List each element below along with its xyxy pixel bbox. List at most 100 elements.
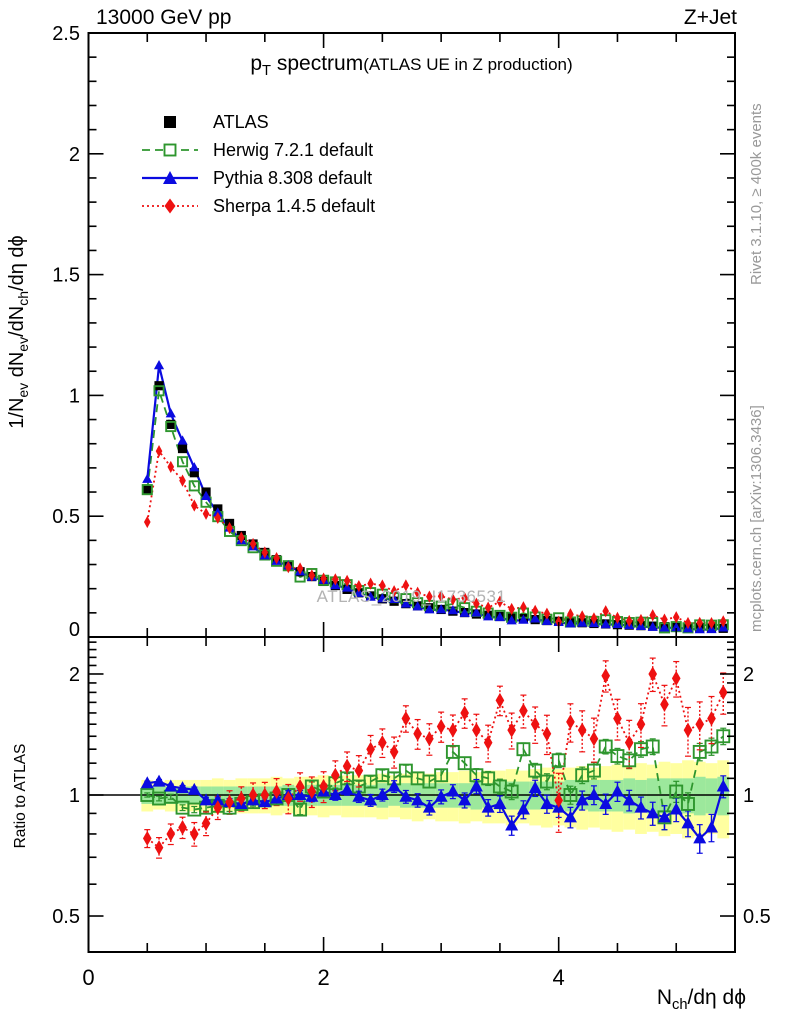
- ratio-marker-pythia: [352, 789, 366, 802]
- legend-label-pythia: Pythia 8.308 default: [213, 167, 373, 188]
- main-y-tick-label: 2: [69, 144, 80, 166]
- ratio-marker-sherpa: [307, 784, 317, 800]
- ratio-marker-sherpa: [378, 735, 387, 751]
- ratio-marker-pythia: [140, 776, 154, 789]
- main-marker-pythia: [659, 622, 670, 632]
- ratio-marker-pythia: [164, 779, 178, 792]
- ratio-marker-herwig: [669, 784, 684, 799]
- legend-marker-herwig-icon: [142, 143, 198, 157]
- ratio-marker-pythia: [634, 800, 648, 813]
- ratio-y-tick-label-right: 1: [743, 785, 754, 807]
- main-marker-sherpa: [214, 511, 222, 525]
- main-marker-pythia: [483, 611, 494, 621]
- frames-and-ticks: 0 0.5 1 1.5 2 2.5 0.5 0.5 1 1 2 2 0 2 4: [52, 23, 771, 990]
- main-marker-sherpa: [285, 561, 292, 574]
- x-tick-label: 4: [553, 965, 565, 990]
- main-marker-pythia: [494, 611, 506, 622]
- main-marker-pythia: [377, 593, 388, 603]
- ratio-marker-pythia: [364, 793, 378, 806]
- ratio-marker-herwig: [434, 768, 449, 783]
- ratio-marker-pythia: [505, 818, 519, 831]
- ratio-marker-pythia: [516, 802, 530, 815]
- header-process: Z+Jet: [683, 6, 737, 29]
- main-marker-pythia: [389, 593, 400, 604]
- analysis-id-watermark: ATLAS_2019_I1736531: [316, 587, 507, 606]
- band-green-bin: [693, 776, 706, 816]
- ratio-marker-sherpa: [366, 741, 375, 757]
- main-marker-sherpa: [531, 604, 539, 618]
- main-marker-sherpa: [190, 499, 198, 512]
- main-marker-sherpa: [602, 605, 610, 618]
- main-series-group: [141, 360, 729, 634]
- ratio-marker-pythia: [375, 788, 389, 800]
- main-marker-pythia: [565, 618, 576, 628]
- main-marker-sherpa: [202, 507, 210, 520]
- main-marker-herwig: [176, 456, 189, 468]
- label-text: /dη dϕ: [6, 235, 28, 291]
- label-text: 1/N: [6, 397, 28, 429]
- plot-title-observable: pT spectrum: [250, 52, 364, 79]
- ratio-marker-pythia: [493, 796, 507, 809]
- main-marker-sherpa: [261, 546, 269, 559]
- ratio-marker-pythia: [563, 810, 577, 823]
- main-marker-sherpa: [661, 613, 668, 626]
- ratio-marker-herwig: [563, 788, 578, 802]
- main-marker-atlas: [142, 485, 152, 495]
- ratio-marker-sherpa: [331, 767, 340, 783]
- main-y-axis-title: 1/Nev dNev/dNch/dη dϕ: [6, 32, 31, 632]
- label-text: dN: [6, 351, 28, 383]
- main-y-tick-label: 1: [69, 385, 80, 407]
- ratio-marker-pythia: [399, 789, 413, 802]
- legend-icon-shape: [142, 198, 198, 214]
- ratio-marker-sherpa: [566, 714, 575, 730]
- ratio-marker-sherpa: [295, 778, 305, 794]
- main-marker-sherpa: [567, 608, 574, 621]
- ratio-marker-herwig: [481, 771, 496, 786]
- main-marker-atlas: [177, 443, 188, 454]
- main-marker-sherpa: [520, 601, 527, 614]
- main-marker-sherpa: [296, 562, 304, 575]
- rivet-version-note: Rivet 3.1.10, ≥ 400k events: [748, 103, 765, 285]
- main-marker-sherpa: [590, 612, 598, 625]
- main-marker-pythia: [436, 604, 447, 614]
- label-subscript: ev: [15, 382, 31, 398]
- main-marker-pythia: [671, 622, 682, 632]
- main-marker-sherpa: [367, 577, 374, 590]
- plot-title: pT spectrum(ATLAS UE in Z production): [88, 52, 735, 79]
- ratio-marker-sherpa: [483, 735, 493, 751]
- ratio-marker-pythia: [693, 831, 707, 844]
- label-text: spectrum: [271, 52, 364, 75]
- ratio-marker-herwig: [645, 739, 660, 754]
- ratio-marker-sherpa: [319, 778, 328, 794]
- main-marker-pythia: [412, 601, 423, 611]
- ratio-marker-pythia: [328, 788, 342, 800]
- ratio-marker-sherpa: [530, 716, 540, 732]
- main-marker-atlas: [166, 419, 176, 429]
- ratio-marker-sherpa: [354, 763, 364, 779]
- ratio-marker-sherpa: [636, 716, 646, 732]
- label-text: N: [656, 986, 673, 1009]
- ratio-marker-herwig: [704, 739, 719, 754]
- ratio-marker-pythia: [458, 793, 472, 806]
- ratio-marker-sherpa: [683, 722, 693, 738]
- label-text: /dN: [6, 305, 28, 337]
- ratio-marker-pythia: [211, 793, 225, 806]
- main-marker-sherpa: [332, 573, 339, 586]
- ratio-marker-sherpa: [601, 668, 611, 684]
- main-marker-sherpa: [402, 579, 410, 592]
- label-subscript: T: [262, 63, 272, 80]
- ratio-marker-herwig: [516, 742, 531, 757]
- main-marker-sherpa: [449, 593, 457, 606]
- ratio-marker-pythia: [434, 789, 448, 802]
- legend-item-herwig: Herwig 7.2.1 default: [141, 136, 375, 164]
- ratio-y-tick-label-right: 0.5: [743, 906, 771, 928]
- ratio-marker-sherpa: [436, 719, 446, 735]
- band-green-bin: [646, 778, 659, 814]
- main-marker-sherpa: [320, 572, 327, 585]
- main-marker-sherpa: [484, 601, 492, 614]
- ratio-y-tick-label: 1: [69, 785, 80, 807]
- main-marker-sherpa: [684, 616, 692, 630]
- ratio-marker-sherpa: [213, 800, 223, 816]
- main-marker-sherpa: [696, 616, 704, 629]
